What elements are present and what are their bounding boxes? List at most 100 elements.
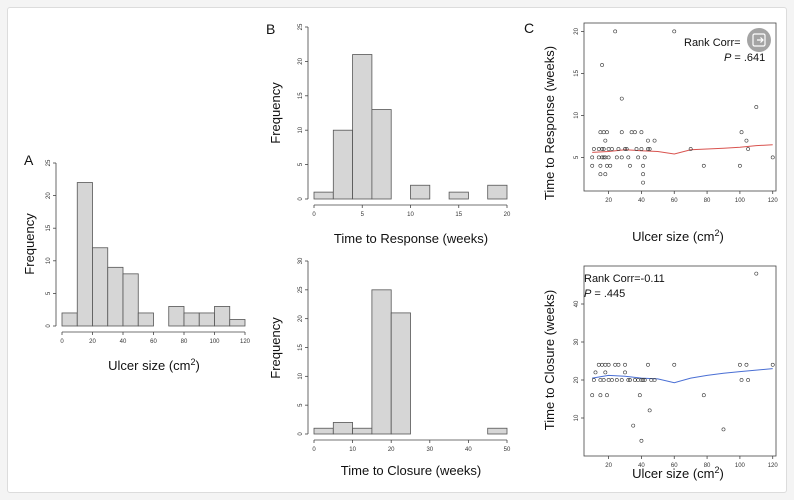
scatter-point <box>744 362 749 367</box>
scatter-point <box>619 130 624 135</box>
x-tick-label: 40 <box>638 198 645 204</box>
x-tick-label: 80 <box>704 463 711 469</box>
x-tick-label: 20 <box>388 447 395 453</box>
x-tick-label: 60 <box>671 198 678 204</box>
scatter-point <box>606 147 611 151</box>
histogram-bar <box>371 109 392 200</box>
scatter-point <box>646 147 650 151</box>
scatter-point <box>614 378 619 382</box>
scatter-point <box>754 105 759 109</box>
scatter-point <box>601 378 606 382</box>
histogram-bar <box>76 182 93 327</box>
scatter-point <box>608 163 613 168</box>
x-tick-label: 20 <box>605 198 612 204</box>
figure-container: A 0 20 40 60 80 100 120 0 5 10 15 20 25 Ulcer size (cm… <box>7 7 787 493</box>
panel-c2: 20 40 60 80 100 120 10 20 30 40 Rank Corr=-0.11 P =… <box>542 265 779 481</box>
scatter-point <box>639 147 644 151</box>
x-tick-label: 20 <box>504 212 511 218</box>
p-value: = .641 <box>731 52 765 64</box>
x-tick-label: 120 <box>240 339 251 345</box>
panel-letter: B <box>266 21 275 37</box>
scatter-point <box>603 138 608 143</box>
scatter-point <box>721 427 726 432</box>
scatter-point <box>688 147 693 151</box>
scatter-point <box>619 96 624 101</box>
scatter-point <box>636 155 641 160</box>
scatter-point <box>746 147 751 151</box>
p-symbol: P <box>584 288 592 300</box>
scatter-point <box>636 378 641 382</box>
histogram-bar <box>352 427 373 435</box>
scatter-point <box>598 393 603 398</box>
scatter-point <box>614 155 619 160</box>
scatter-point <box>754 271 759 276</box>
scatter-point <box>598 172 603 177</box>
scatter-point <box>601 147 606 151</box>
scatter-point <box>591 147 596 151</box>
x-tick-label: 0 <box>312 447 316 453</box>
x-tick-label: 60 <box>150 339 157 345</box>
y-tick-label: 20 <box>574 27 580 34</box>
x-tick-label: 40 <box>638 463 645 469</box>
histogram-bar <box>313 191 334 200</box>
scatter-point <box>647 408 652 413</box>
scatter-point <box>628 163 632 168</box>
scatter-point <box>739 378 744 382</box>
scatter-point <box>601 130 606 135</box>
y-tick-label: 15 <box>46 224 52 231</box>
scatter-point <box>639 130 644 135</box>
x-tick-label: 40 <box>120 339 127 345</box>
scatter-point <box>647 147 652 151</box>
scatter-point <box>609 147 614 151</box>
scatter-point <box>770 362 775 367</box>
scatter-point <box>603 172 608 177</box>
histogram-bar <box>410 184 431 200</box>
x-tick-label: 20 <box>89 339 96 345</box>
scatter-point <box>646 362 650 367</box>
y-tick-label: 20 <box>574 376 580 383</box>
scatter-point <box>672 29 677 34</box>
scatter-point <box>632 378 637 382</box>
histogram-bar <box>332 129 353 200</box>
scatter-point <box>605 130 609 135</box>
scatter-point <box>605 163 609 168</box>
scatter-point <box>701 393 706 398</box>
y-tick-label: 0 <box>298 197 304 201</box>
panel-b2: 0 10 20 30 40 50 0 5 10 15 20 25 30 Time to Closure (… <box>268 257 511 478</box>
y-tick-label: 25 <box>46 159 52 166</box>
y-tick-label: 30 <box>298 257 304 264</box>
scatter-point <box>596 147 601 151</box>
zoom-button[interactable] <box>747 28 771 52</box>
scatter-point <box>603 370 608 375</box>
scatter-point <box>623 362 627 367</box>
zoom-expand-icon <box>752 33 766 47</box>
x-tick-label: 10 <box>349 447 356 453</box>
x-axis-title: Ulcer size (cm2) <box>632 465 724 481</box>
scatter-point <box>652 138 657 143</box>
rank-corr-label: Rank Corr=-0.11 <box>584 273 665 285</box>
histogram-bar <box>371 289 392 435</box>
scatter-point <box>641 172 645 177</box>
scatter-point <box>619 155 624 160</box>
scatter-point <box>598 163 603 168</box>
scatter-point <box>646 138 650 143</box>
histogram-bar <box>168 306 185 327</box>
histogram-bar <box>229 319 246 327</box>
y-tick-label: 25 <box>298 286 304 293</box>
y-tick-label: 25 <box>298 23 304 30</box>
y-tick-label: 10 <box>298 126 304 133</box>
x-tick-label: 0 <box>60 339 64 345</box>
histogram-bar <box>183 312 200 327</box>
scatter-point <box>596 362 601 367</box>
y-tick-label: 10 <box>46 257 52 264</box>
scatter-point <box>606 155 611 160</box>
zoom-icon-arrow <box>757 37 764 43</box>
scatter-point <box>624 147 629 151</box>
x-tick-label: 120 <box>768 463 779 469</box>
y-tick-label: 10 <box>574 414 580 421</box>
panel-b1: B 0 5 10 15 20 0 5 10 15 20 25 Time to Response (wee… <box>266 21 511 246</box>
scatter-point <box>590 393 595 398</box>
scatter-point <box>641 163 645 168</box>
y-axis-title: Time to Response (weeks) <box>542 46 557 200</box>
scatter-point <box>603 362 608 367</box>
